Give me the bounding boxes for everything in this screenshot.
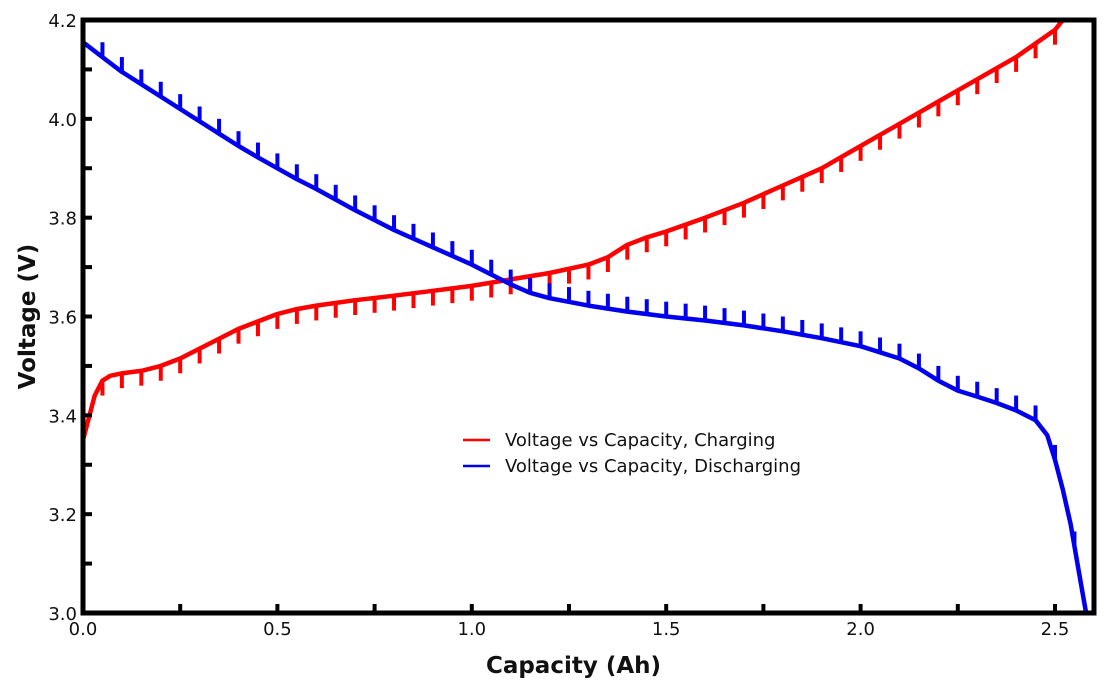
plot-frame: [80, 17, 1097, 616]
series-line: [80, 18, 1065, 441]
series-charging: [80, 18, 1065, 441]
y-tick-label: 3.8: [48, 209, 77, 230]
y-tick-label: 3.2: [48, 505, 77, 526]
y-tick-label: 4.0: [48, 110, 77, 131]
x-tick-label: 1.0: [457, 619, 486, 640]
x-tick-label: 2.0: [846, 619, 875, 640]
y-tick-label: 3.6: [48, 308, 77, 329]
tick-layer: 0.0 0.5 1.0 1.5 2.0 2.5 3.0 3.2 3.4 3.6 3.8 4.0 4.2: [48, 11, 1069, 640]
legend: Voltage vs Capacity, Charging Voltage vs…: [463, 430, 801, 477]
x-tick-label: 0.0: [69, 619, 98, 640]
series-discharging: [81, 40, 1089, 614]
x-axis-title: Capacity (Ah): [486, 653, 661, 679]
series-layer: [80, 18, 1089, 614]
x-tick-label: 1.5: [652, 619, 681, 640]
y-tick-label: 3.4: [48, 406, 77, 427]
x-tick-label: 0.5: [263, 619, 292, 640]
x-tick-label: 2.5: [1041, 619, 1070, 640]
y-tick-label: 4.2: [48, 11, 77, 32]
y-axis-title: Voltage (V): [15, 244, 41, 390]
y-tick-label: 3.0: [48, 604, 77, 625]
legend-label-discharging: Voltage vs Capacity, Discharging: [505, 456, 801, 477]
series-line: [81, 40, 1089, 614]
legend-label-charging: Voltage vs Capacity, Charging: [505, 430, 775, 451]
